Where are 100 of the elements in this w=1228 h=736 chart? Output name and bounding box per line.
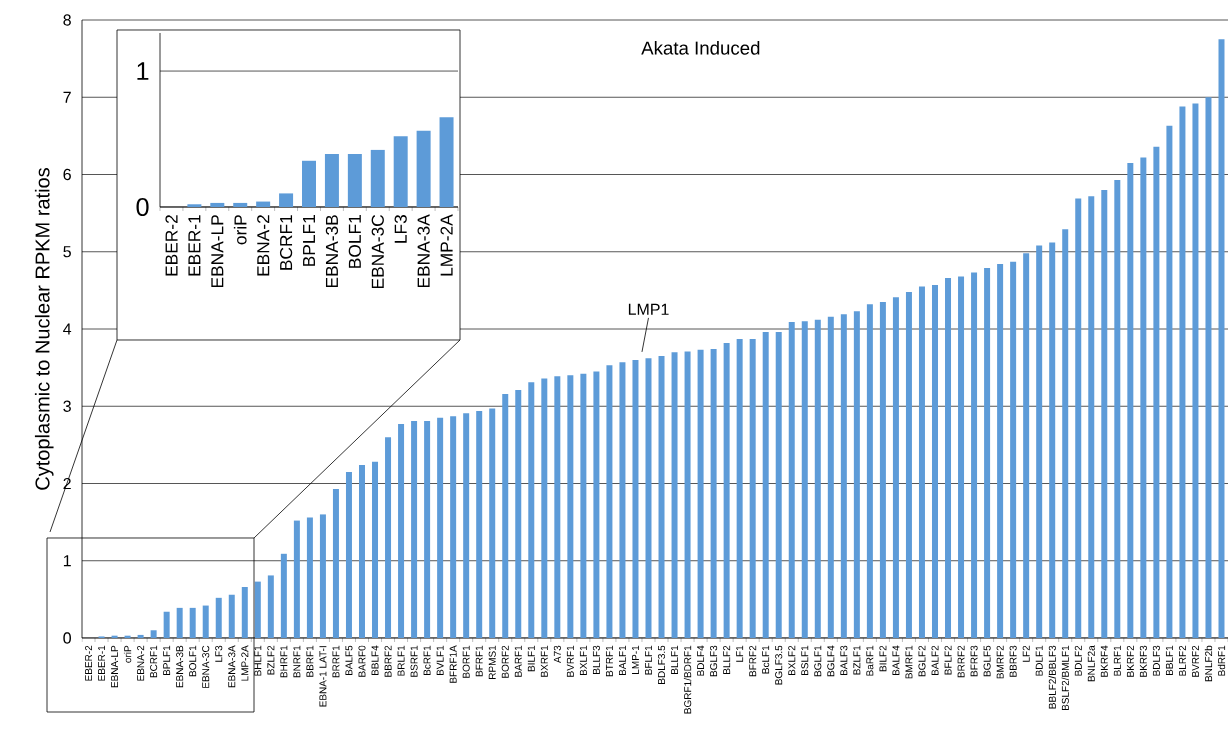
x-tick-label: BGRF1/BDRF1	[683, 645, 692, 714]
x-tick-label: BDLF2	[1074, 645, 1082, 676]
bar	[736, 339, 743, 638]
bar	[567, 375, 574, 638]
x-tick-label: BRRF2	[957, 645, 965, 678]
bar	[279, 193, 294, 207]
x-tick-label: EBNA-2	[137, 645, 145, 681]
x-tick-label: BFRF2	[749, 645, 757, 677]
bar	[879, 301, 886, 638]
bar	[1127, 162, 1134, 638]
bar	[827, 316, 834, 638]
x-tick-label: RPMS1	[488, 645, 496, 679]
x-tick-label: BKRF4	[1100, 645, 1108, 677]
x-tick-label: BPLF1	[163, 645, 171, 676]
text: Akata Induced	[641, 40, 760, 55]
x-tick-label: EBNA-1 LAT-I	[319, 646, 327, 707]
x-tick-label: BdRF1	[1217, 645, 1226, 676]
x-tick-label: BPLF1	[303, 215, 315, 266]
bar	[749, 339, 756, 638]
bar	[137, 634, 144, 638]
x-tick-label: BVRF1	[566, 645, 574, 677]
x-tick-label: EBNA-3A	[417, 214, 430, 288]
bar	[280, 553, 287, 638]
x-tick-label: BRRF1	[332, 645, 340, 678]
x-tick-label: BMRF2	[996, 645, 1004, 679]
bar	[189, 607, 196, 638]
x-tick-label: BDLF4	[697, 645, 705, 676]
x-tick-label: A73	[553, 645, 561, 664]
bar	[439, 117, 454, 207]
x-tick-label: BBLF2/BBLF3	[1048, 645, 1056, 709]
x-tick-label: LMP-2A	[241, 645, 249, 681]
bar	[606, 365, 613, 638]
x-tick-label: BXLF1	[579, 645, 587, 676]
x-tick-label: BMRF1	[905, 645, 913, 679]
bar	[476, 410, 483, 638]
bar	[1153, 146, 1160, 638]
x-tick-label: BALF4	[892, 645, 900, 676]
bar	[1192, 103, 1199, 638]
bar	[1114, 179, 1121, 638]
x-tick-label: BFLF2	[944, 645, 952, 675]
x-tick-label: BTRF1	[605, 645, 613, 677]
x-tick-label: EBNA-3C	[202, 645, 210, 688]
x-tick-label: BFRF1A	[449, 645, 457, 683]
x-tick-label: BLLF1	[671, 645, 678, 674]
bar	[528, 382, 535, 638]
x-tick-label: BFRF1	[475, 645, 483, 677]
bar	[306, 517, 313, 638]
x-tick-label: EBNA-3A	[228, 645, 236, 688]
bar	[710, 349, 717, 638]
y-tick-label: 1	[63, 555, 71, 567]
x-tick-label: BCRF1	[279, 215, 293, 270]
bar	[853, 311, 860, 638]
bar	[502, 393, 509, 638]
bar	[619, 362, 626, 638]
y-tick-label: 6	[63, 168, 71, 181]
bar	[228, 594, 235, 638]
x-tick-label: LF3	[394, 215, 407, 243]
x-tick-label: BGLF3	[710, 645, 718, 677]
x-tick-label: EBER-2	[85, 645, 93, 681]
bar	[463, 413, 470, 638]
bar	[658, 356, 665, 638]
x-tick-label: EBER-2	[165, 215, 178, 276]
x-tick-label: BDLF3	[1152, 645, 1160, 676]
x-tick-label: BNLF2a	[1087, 645, 1095, 682]
bar	[202, 605, 209, 638]
x-tick-label: BORF2	[501, 645, 509, 678]
x-tick-label: BKRF2	[1126, 645, 1134, 677]
bar	[372, 461, 379, 638]
bar	[971, 272, 978, 638]
y-tick-label: 7	[63, 91, 71, 103]
x-tick-label: BFLF1	[645, 645, 652, 675]
bar	[416, 130, 431, 207]
x-tick-label: EBNA-3B	[325, 215, 339, 288]
x-tick-label: BGLF5	[983, 645, 991, 677]
bar	[385, 437, 392, 638]
bar	[424, 420, 431, 638]
bar	[645, 358, 652, 638]
x-tick-label: LMP-2A	[440, 214, 453, 276]
bar	[1179, 106, 1186, 638]
y-tick-label: 1	[137, 62, 149, 80]
bar	[515, 390, 522, 638]
bar	[932, 284, 938, 638]
x-tick-label: BDLF3.5	[657, 645, 666, 684]
bar	[150, 630, 157, 638]
bar	[267, 575, 274, 638]
x-tick-label: EBER-1	[98, 645, 105, 681]
x-tick-label: BZLF2	[267, 645, 275, 675]
x-tick-label: BcLF1	[762, 645, 770, 674]
x-tick-label: BcRF1	[423, 645, 431, 676]
bar	[215, 597, 222, 638]
y-tick-label: 0	[136, 198, 149, 216]
x-tick-label: BSLF1	[801, 645, 809, 676]
bar	[593, 371, 600, 638]
x-tick-label: BARF0	[358, 645, 366, 677]
x-tick-label: BXRF1	[540, 645, 548, 677]
x-tick-label: BNRF1	[293, 645, 301, 678]
bar	[293, 520, 300, 638]
x-tick-label: BGLF4	[827, 645, 835, 677]
x-tick-label: BILF1	[527, 645, 535, 672]
bar	[697, 349, 704, 638]
